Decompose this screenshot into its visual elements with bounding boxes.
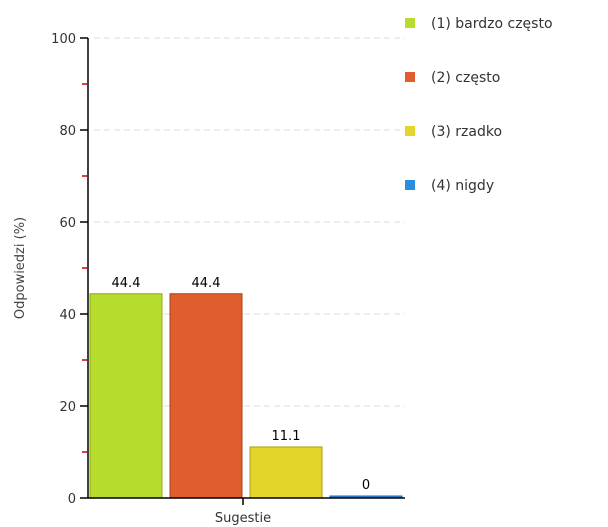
y-tick-label: 100 bbox=[51, 32, 76, 47]
bars bbox=[89, 293, 403, 499]
y-tick-label: 0 bbox=[68, 492, 76, 507]
y-tick-label: 20 bbox=[59, 400, 76, 415]
legend-swatch bbox=[405, 126, 415, 136]
legend: (1) bardzo często (2) często (3) rzadko (4)… bbox=[405, 16, 553, 194]
data-label: 44.4 bbox=[112, 276, 141, 291]
x-category-label: Sugestie bbox=[215, 511, 271, 526]
y-axis-title: Odpowiedzi (%) bbox=[13, 217, 28, 319]
bar bbox=[169, 293, 243, 499]
y-tick-label: 60 bbox=[59, 216, 76, 231]
legend-label: (2) często bbox=[431, 70, 500, 86]
legend-label: (4) nigdy bbox=[431, 178, 494, 194]
y-tick-label: 40 bbox=[59, 308, 76, 323]
bar bbox=[249, 446, 323, 499]
x-ticks: Sugestie bbox=[215, 498, 271, 526]
data-label: 11.1 bbox=[272, 429, 301, 444]
legend-swatch bbox=[405, 72, 415, 82]
bar bbox=[89, 293, 163, 499]
legend-label: (3) rzadko bbox=[431, 124, 502, 140]
data-labels: 44.4 44.4 11.1 0 bbox=[112, 276, 371, 493]
legend-swatch bbox=[405, 18, 415, 28]
y-tick-label: 80 bbox=[59, 124, 76, 139]
legend-label: (1) bardzo często bbox=[431, 16, 553, 32]
y-ticks: 0 20 40 60 80 100 bbox=[51, 32, 88, 507]
legend-swatch bbox=[405, 180, 415, 190]
data-label: 0 bbox=[362, 478, 370, 493]
data-label: 44.4 bbox=[192, 276, 221, 291]
y-minor-ticks bbox=[82, 83, 88, 453]
